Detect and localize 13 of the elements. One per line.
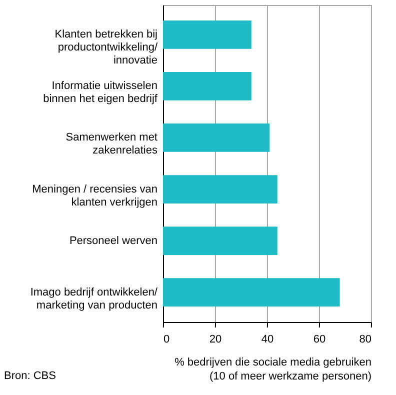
- y-tick-label: Klanten betrekken bij productontwikkeling/ innovatie: [54, 28, 158, 67]
- text: Bron: CBS: [4, 370, 56, 382]
- y-tick-label: Informatie uitwisselen binnen het eigen bedrijf: [43, 80, 158, 106]
- y-tick-label: Personeel werven: [69, 234, 158, 247]
- y-tick-label: Imago bedrijf ontwikkelen/ marketing van producten: [30, 286, 158, 312]
- x-tick-label: 40: [261, 334, 274, 346]
- y-tick-label: Samenwerken met zakenrelaties: [66, 132, 158, 157]
- x-axis-title: % bedrijven die sociale media gebruiken (10 of meer werkzame personen): [174, 356, 372, 382]
- x-tick-label: 20: [209, 334, 222, 346]
- y-tick-label: Meningen / recensies van klanten verkrijgen: [32, 183, 158, 208]
- x-tick-label: 60: [313, 334, 326, 346]
- x-tick-label: 80: [359, 334, 372, 346]
- x-tick-label: 0: [164, 334, 170, 346]
